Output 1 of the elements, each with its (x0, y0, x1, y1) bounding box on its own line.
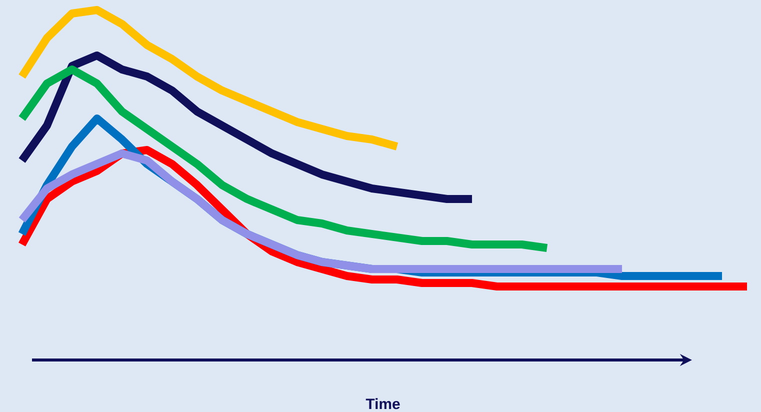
x-axis-title: Time (366, 398, 400, 410)
